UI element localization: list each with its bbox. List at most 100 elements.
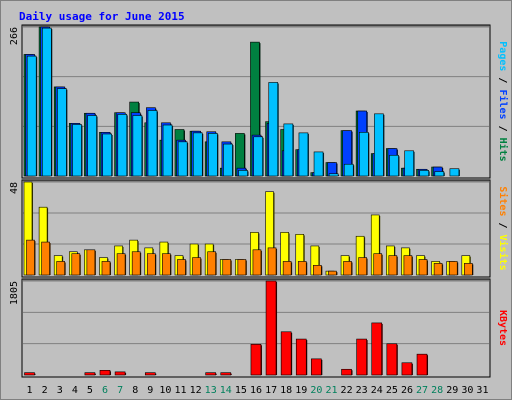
chart-panels: 266 Pages / Files / Hits 48 Sites / Visits 1…	[9, 24, 509, 378]
bar-pages-11	[177, 141, 188, 177]
panel-legend: KBytes	[497, 310, 508, 346]
legend-entry: /	[497, 216, 508, 234]
bar-pages-2	[41, 27, 52, 177]
bar-kbytes-27	[416, 353, 428, 376]
bar-sites-10	[162, 253, 171, 276]
bar-sites-22	[343, 261, 352, 276]
bar-kbytes-17	[265, 280, 277, 376]
x-tick-label: 27	[416, 385, 428, 396]
bar-pages-9	[147, 110, 158, 177]
bar-pages-8	[132, 115, 143, 177]
x-axis-labels: 1 2 3 4 5 6 7 8 9 10 11 12 13 14 15 16 17 18 19 20 21 22 23 24 2…	[27, 385, 489, 396]
bar-pages-7	[117, 114, 128, 177]
bar-pages-10	[162, 124, 173, 177]
bar-pages-27	[419, 170, 430, 177]
bar-pages-6	[102, 133, 112, 177]
bar-pages-19	[298, 132, 309, 177]
x-tick-label: 15	[235, 385, 247, 396]
bar-pages-1	[26, 55, 37, 177]
x-tick-label: 20	[310, 385, 322, 396]
series-kbytes	[24, 280, 429, 376]
x-tick-label: 22	[341, 385, 353, 396]
legend-entry: Sites	[497, 186, 509, 216]
bar-sites-19	[297, 261, 307, 276]
series-pages	[26, 27, 460, 177]
bar-sites-25	[388, 255, 398, 276]
x-tick-label: 21	[325, 385, 337, 396]
panel-middle: 48 Sites / Visits	[9, 179, 509, 278]
x-tick-label: 7	[117, 385, 123, 396]
bar-pages-12	[192, 132, 203, 177]
legend-entry: /	[497, 120, 508, 138]
axis-max-label: 266	[9, 27, 20, 45]
legend-entry: /	[497, 71, 508, 89]
bar-pages-24	[374, 113, 384, 177]
bar-pages-16	[253, 136, 263, 177]
bar-kbytes-16	[250, 343, 262, 376]
bar-sites-15	[237, 259, 247, 276]
bar-pages-4	[72, 124, 82, 177]
panel-bottom: 1805 KBytes	[9, 278, 508, 378]
bar-sites-12	[192, 257, 201, 276]
bar-kbytes-1	[24, 372, 35, 376]
x-tick-label: 9	[147, 385, 153, 396]
x-tick-label: 16	[250, 385, 262, 396]
bar-pages-18	[283, 123, 294, 177]
bar-sites-20	[313, 265, 322, 276]
bar-pages-14	[223, 143, 233, 177]
x-tick-label: 3	[57, 385, 63, 396]
bar-sites-1	[26, 239, 35, 276]
bar-sites-7	[116, 253, 126, 276]
bar-pages-26	[404, 150, 414, 177]
bar-pages-23	[359, 132, 369, 177]
bar-pages-15	[238, 170, 248, 177]
bar-sites-13	[207, 251, 216, 276]
bar-sites-24	[373, 253, 383, 276]
bar-kbytes-6	[99, 370, 111, 376]
bar-sites-9	[146, 253, 156, 276]
bar-kbytes-9	[144, 372, 156, 376]
panel-legend: Sites / Visits	[497, 186, 509, 270]
bar-sites-4	[71, 253, 81, 276]
x-tick-label: 11	[174, 385, 186, 396]
bar-kbytes-5	[84, 372, 96, 376]
bar-sites-3	[56, 261, 65, 276]
chart-title: Daily usage for June 2015	[19, 10, 185, 23]
bar-kbytes-24	[371, 322, 383, 376]
bar-kbytes-18	[280, 331, 292, 376]
bar-sites-6	[101, 261, 111, 276]
bar-sites-2	[41, 241, 50, 276]
panel-legend: Pages / Files / Hits	[497, 41, 509, 161]
x-tick-label: 10	[159, 385, 171, 396]
bar-kbytes-13	[205, 372, 216, 376]
bar-pages-28	[434, 171, 445, 177]
bar-sites-29	[448, 261, 458, 276]
bar-sites-14	[222, 259, 232, 276]
x-tick-label: 25	[386, 385, 398, 396]
bar-sites-17	[267, 247, 277, 276]
x-tick-label: 29	[446, 385, 458, 396]
bar-sites-21	[328, 270, 337, 276]
bar-sites-28	[433, 263, 443, 276]
bar-sites-5	[86, 249, 96, 276]
bar-pages-20	[313, 151, 324, 177]
bar-sites-27	[418, 259, 428, 276]
bar-kbytes-7	[114, 371, 126, 376]
bar-sites-18	[282, 261, 292, 276]
x-tick-label: 31	[476, 385, 488, 396]
x-tick-label: 23	[356, 385, 368, 396]
legend-entry: Pages	[497, 41, 508, 71]
bar-sites-11	[177, 259, 186, 276]
legend-entry: KBytes	[497, 310, 508, 346]
bar-sites-30	[464, 263, 473, 276]
bar-pages-21	[328, 173, 339, 177]
bar-kbytes-19	[295, 338, 307, 376]
x-tick-label: 1	[27, 385, 33, 396]
bar-pages-3	[57, 88, 67, 177]
bar-sites-8	[131, 251, 141, 276]
bar-pages-29	[449, 168, 460, 177]
bar-pages-13	[208, 133, 218, 177]
x-tick-label: 17	[265, 385, 277, 396]
